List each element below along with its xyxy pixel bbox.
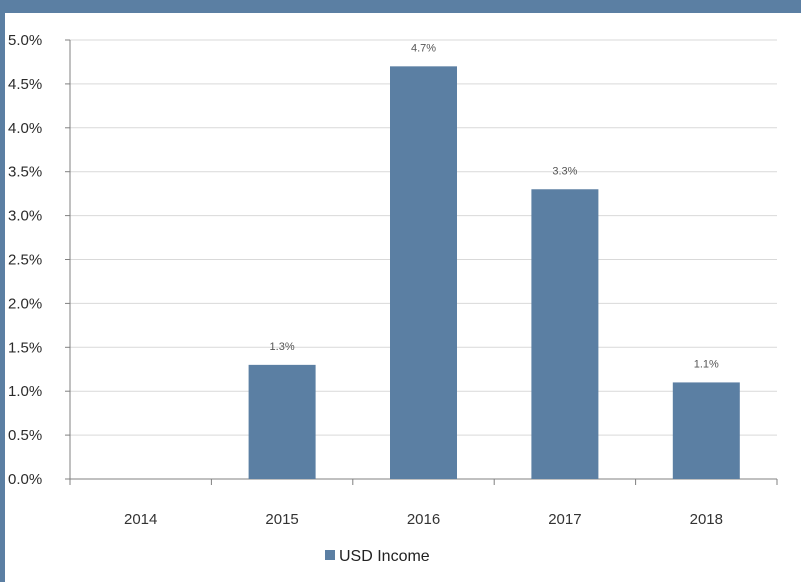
data-label: 3.3% xyxy=(552,165,577,177)
bar xyxy=(248,364,316,479)
data-label: 1.1% xyxy=(694,358,719,370)
y-tick-label: 2.0% xyxy=(8,295,42,312)
bar xyxy=(390,66,457,479)
x-tick-label: 2014 xyxy=(124,511,157,528)
legend: USD Income xyxy=(325,548,430,565)
x-tick-label: 2016 xyxy=(407,511,440,528)
y-tick-label: 1.5% xyxy=(8,339,42,356)
legend-swatch xyxy=(325,550,335,560)
x-tick-label: 2018 xyxy=(690,511,723,528)
y-tick-label: 0.0% xyxy=(8,471,42,488)
x-tick-label: 2017 xyxy=(548,511,581,528)
y-tick-label: 2.5% xyxy=(8,252,42,269)
bar xyxy=(531,189,599,479)
y-tick-label: 5.0% xyxy=(8,32,42,49)
frame-left-border xyxy=(0,0,5,582)
data-label: 4.7% xyxy=(411,42,436,54)
bar xyxy=(672,382,740,479)
data-label: 1.3% xyxy=(270,341,295,353)
frame-top-border xyxy=(0,0,801,13)
y-tick-label: 4.0% xyxy=(8,120,42,137)
y-tick-label: 0.5% xyxy=(8,427,42,444)
y-tick-label: 3.5% xyxy=(8,164,42,181)
bars xyxy=(248,66,740,479)
x-tick-label: 2015 xyxy=(265,511,298,528)
y-tick-label: 1.0% xyxy=(8,383,42,400)
y-tick-label: 3.0% xyxy=(8,208,42,225)
legend-label: USD Income xyxy=(339,548,430,565)
labels: 0.0% 0.5% 1.0% 1.5% 2.0% 2.5% 3.0% 3.5% 4.0% 4.5%… xyxy=(8,32,723,528)
y-tick-label: 4.5% xyxy=(8,76,42,93)
